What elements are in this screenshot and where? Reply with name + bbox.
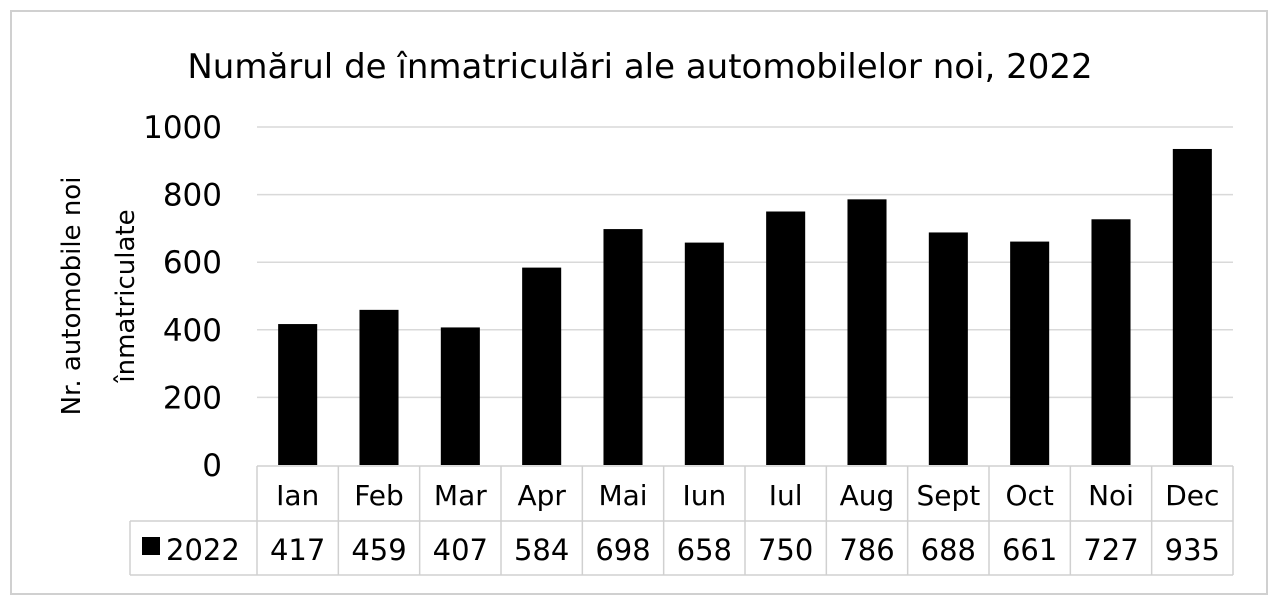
data-value-label: 658 xyxy=(677,533,732,567)
data-value-label: 688 xyxy=(921,533,976,567)
bars xyxy=(278,148,1212,465)
y-tick-label: 400 xyxy=(163,313,222,349)
chart-title: Numărul de înmatriculări ale automobilel… xyxy=(187,47,1092,87)
category-label: Noi xyxy=(1088,479,1134,512)
data-value-label: 407 xyxy=(433,533,488,567)
bar xyxy=(278,324,318,465)
category-label: Mai xyxy=(598,479,647,512)
data-value-label: 584 xyxy=(514,533,569,567)
data-value-label: 786 xyxy=(839,533,894,567)
bar xyxy=(359,309,399,465)
y-axis-label-line-2: înmatriculate xyxy=(111,209,141,383)
y-tick-label: 800 xyxy=(163,178,222,214)
y-tick-label: 1000 xyxy=(143,110,222,146)
y-tick-label: 200 xyxy=(163,380,222,416)
category-label: Aug xyxy=(840,479,895,512)
y-axis-label-line-1: Nr. automobile noi xyxy=(57,177,87,416)
category-label: Mar xyxy=(434,479,487,512)
category-label: Apr xyxy=(517,479,566,512)
data-value-label: 727 xyxy=(1083,533,1138,567)
bar xyxy=(603,229,643,465)
data-value-label: 750 xyxy=(758,533,813,567)
bar xyxy=(928,232,968,465)
data-value-label: 661 xyxy=(1002,533,1057,567)
legend-swatch xyxy=(142,537,160,555)
y-tick-label: 600 xyxy=(163,245,222,281)
bar xyxy=(766,211,806,465)
bar xyxy=(1091,219,1131,465)
gridlines xyxy=(257,126,1233,399)
y-axis-ticks: 0 200 400 600 800 1000 xyxy=(143,110,222,484)
category-label: Iul xyxy=(769,479,803,512)
data-value-label: 935 xyxy=(1165,533,1220,567)
y-tick-label: 0 xyxy=(202,448,222,484)
bar xyxy=(522,267,562,465)
data-value-label: 459 xyxy=(351,533,406,567)
category-label: Iun xyxy=(682,479,726,512)
data-table: Ian Feb Mar Apr Mai Iun Iul Aug Sept Oct Noi Dec 417… xyxy=(129,465,1234,576)
data-value-label: 698 xyxy=(595,533,650,567)
bar xyxy=(1010,241,1050,465)
bar xyxy=(440,327,480,465)
category-label: Oct xyxy=(1005,479,1053,512)
bar xyxy=(847,199,887,465)
category-label: Dec xyxy=(1165,479,1219,512)
category-label: Sept xyxy=(916,479,980,512)
bar xyxy=(684,242,724,465)
data-value-label: 417 xyxy=(270,533,325,567)
category-label: Feb xyxy=(354,479,404,512)
category-label: Ian xyxy=(276,479,319,512)
bar xyxy=(1172,148,1212,465)
legend-series-name: 2022 xyxy=(166,533,240,567)
